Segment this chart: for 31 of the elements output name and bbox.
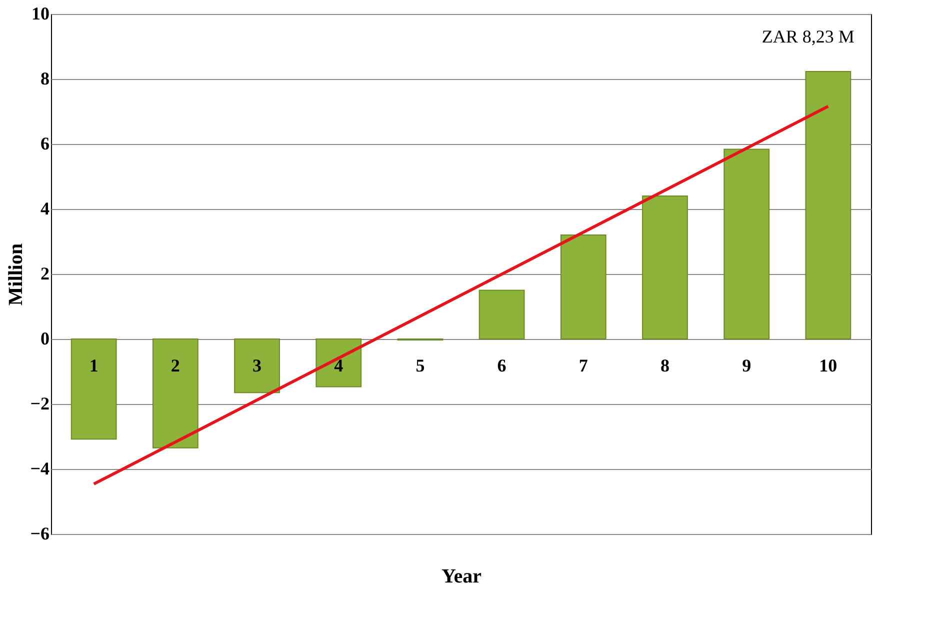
y-tick-label: −4 xyxy=(30,458,50,478)
bar xyxy=(805,71,852,340)
x-tick-label: 5 xyxy=(416,356,425,376)
x-axis-title: Year xyxy=(442,566,482,588)
bar xyxy=(234,338,280,394)
x-tick-label: 9 xyxy=(742,356,752,376)
y-tick-label: 4 xyxy=(40,198,50,218)
x-tick-label: 8 xyxy=(660,356,670,376)
y-tick-label: 10 xyxy=(32,4,50,24)
bar xyxy=(478,290,525,340)
bar xyxy=(152,338,198,448)
bar xyxy=(560,234,606,340)
x-tick-label: 4 xyxy=(334,356,344,376)
y-tick-label: 2 xyxy=(40,264,50,284)
y-tick-label: 0 xyxy=(40,328,50,348)
bar xyxy=(642,196,688,340)
bar xyxy=(724,148,770,340)
bar xyxy=(70,338,117,440)
x-tick-label: 7 xyxy=(578,356,588,376)
y-tick-label: 6 xyxy=(40,134,50,154)
y-tick-label: −2 xyxy=(30,394,50,414)
bar xyxy=(316,338,362,388)
x-tick-label: 1 xyxy=(89,356,98,376)
x-tick-label: 2 xyxy=(170,356,180,376)
x-tick-label: 3 xyxy=(252,356,262,376)
y-tick-label: −6 xyxy=(30,524,50,544)
annotation: ZAR 8,23 M xyxy=(762,26,854,47)
x-tick-label: 6 xyxy=(497,356,506,376)
y-tick-label: 8 xyxy=(40,68,50,88)
x-tick-label: 10 xyxy=(819,356,838,376)
y-axis-title: Million xyxy=(5,243,28,306)
